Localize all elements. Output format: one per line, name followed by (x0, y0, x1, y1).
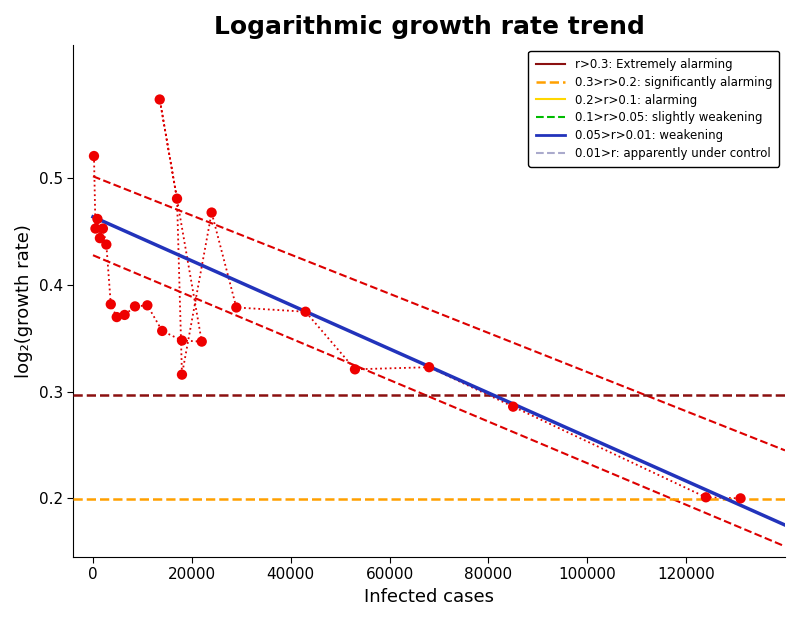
Point (175, 335, 188, 345)
Point (175, 369, 188, 379)
Point (89, 224, 102, 233)
Point (110, 312, 123, 322)
Point (506, 402, 519, 412)
Point (170, 194, 183, 204)
Point (154, 94, 166, 104)
Point (94, 233, 106, 243)
Point (118, 310, 131, 320)
Y-axis label: log₂(growth rate): log₂(growth rate) (15, 224, 33, 378)
Point (104, 299, 117, 309)
Point (141, 301, 154, 310)
Point (422, 362, 435, 372)
Point (349, 365, 362, 374)
Point (87, 151, 100, 161)
Legend: r>0.3: Extremely alarming, 0.3>r>0.2: significantly alarming, 0.2>r>0.1: alarmin: r>0.3: Extremely alarming, 0.3>r>0.2: si… (529, 51, 779, 167)
Point (97, 224, 110, 233)
Title: Logarithmic growth rate trend: Logarithmic growth rate trend (214, 15, 645, 39)
Point (100, 240, 113, 250)
X-axis label: Infected cases: Infected cases (364, 588, 494, 606)
Point (206, 207, 218, 217)
Point (91, 214, 104, 224)
Point (156, 326, 169, 336)
Point (129, 301, 142, 311)
Point (699, 492, 712, 502)
Point (299, 307, 312, 317)
Point (230, 302, 242, 312)
Point (734, 494, 747, 504)
Point (195, 337, 208, 347)
